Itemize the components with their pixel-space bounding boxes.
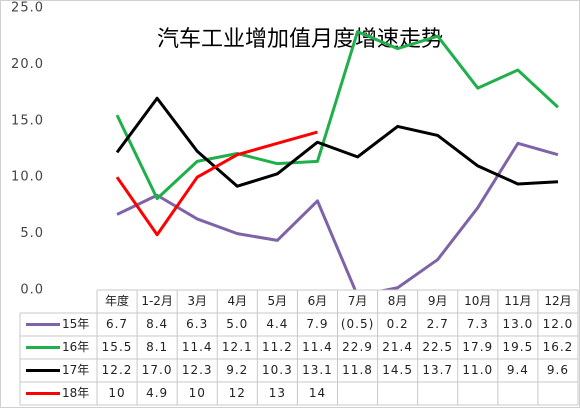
data-label: 5.0 <box>226 317 248 331</box>
y-tick-label: 25.0 <box>11 1 44 16</box>
data-label: 11.2 <box>262 340 293 354</box>
x-tick-label: 3月 <box>187 294 207 308</box>
x-tick-label: 4月 <box>227 294 247 308</box>
data-label: 11.4 <box>302 340 333 354</box>
series-line <box>116 141 559 290</box>
legend-label: 17年 <box>62 363 89 377</box>
data-label: 15.5 <box>102 340 133 354</box>
data-label: 22.5 <box>422 340 453 354</box>
data-label: 12 <box>229 386 246 400</box>
data-label: 16.2 <box>543 340 574 354</box>
data-label: 11.8 <box>342 363 373 377</box>
data-label: 12.2 <box>102 363 133 377</box>
x-tick-label: 10月 <box>464 294 491 308</box>
data-label: 0.2 <box>387 317 409 331</box>
y-tick-label: 0.0 <box>20 283 44 298</box>
data-label: (0.5) <box>341 317 374 331</box>
data-label: 11.0 <box>462 363 493 377</box>
data-label: 13 <box>269 386 286 400</box>
data-label: 7.9 <box>306 317 328 331</box>
legend-label: 15年 <box>62 317 89 331</box>
x-tick-label: 1-2月 <box>141 294 173 308</box>
data-label: 10 <box>189 386 206 400</box>
data-label: 19.5 <box>503 340 534 354</box>
series-line <box>115 30 559 201</box>
legend-label: 18年 <box>62 386 89 400</box>
data-label: 9.6 <box>547 363 569 377</box>
data-label: 13.0 <box>503 317 534 331</box>
data-label: 21.4 <box>382 340 413 354</box>
data-label: 17.9 <box>462 340 493 354</box>
data-label: 13.7 <box>422 363 453 377</box>
x-tick-label: 12月 <box>544 294 571 308</box>
x-tick-label: 11月 <box>504 294 531 308</box>
data-label: 14.5 <box>382 363 413 377</box>
data-label: 10 <box>108 386 125 400</box>
data-label: 8.1 <box>146 340 168 354</box>
x-tick-label: 6月 <box>308 294 328 308</box>
data-label: 4.4 <box>266 317 288 331</box>
x-tick-label: 8月 <box>388 294 408 308</box>
data-label: 22.9 <box>342 340 373 354</box>
data-label: 11.4 <box>182 340 213 354</box>
y-tick-label: 5.0 <box>20 226 44 241</box>
plot-area <box>115 30 559 290</box>
y-tick-label: 20.0 <box>11 57 44 72</box>
x-tick-label: 5月 <box>268 294 288 308</box>
data-label: 12.3 <box>182 363 213 377</box>
data-label: 6.3 <box>186 317 208 331</box>
data-label: 4.9 <box>146 386 168 400</box>
data-label: 13.1 <box>302 363 333 377</box>
data-label: 10.3 <box>262 363 293 377</box>
data-label: 7.3 <box>467 317 489 331</box>
data-label: 17.0 <box>142 363 173 377</box>
data-label: 9.2 <box>226 363 248 377</box>
y-tick-label: 10.0 <box>11 170 44 185</box>
data-label: 12.0 <box>543 317 574 331</box>
x-tick-label: 7月 <box>348 294 368 308</box>
data-label: 2.7 <box>427 317 449 331</box>
data-label: 6.7 <box>106 317 128 331</box>
series-line <box>115 96 559 188</box>
data-label: 8.4 <box>146 317 168 331</box>
data-label: 9.4 <box>507 363 529 377</box>
series-line <box>115 130 318 237</box>
data-label: 12.1 <box>222 340 253 354</box>
x-tick-label: 9月 <box>428 294 448 308</box>
y-tick-label: 15.0 <box>11 113 44 128</box>
x-tick-label: 年度 <box>105 293 129 308</box>
legend-label: 16年 <box>62 340 89 354</box>
data-label: 14 <box>309 386 326 400</box>
